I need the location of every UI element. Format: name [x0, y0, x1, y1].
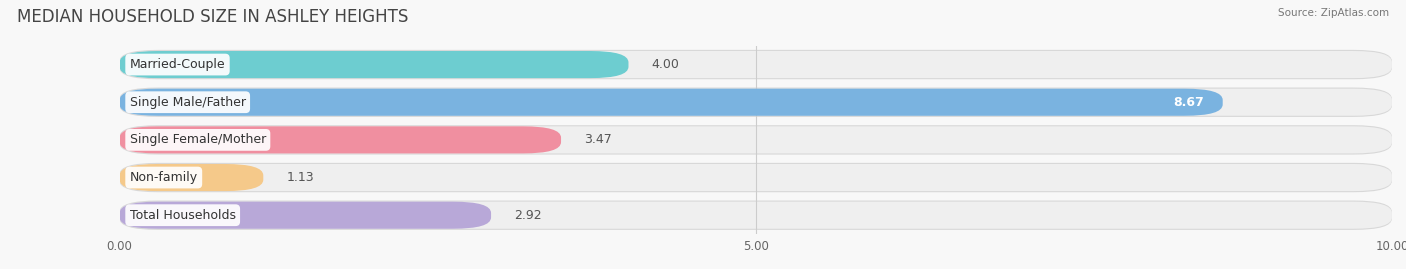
FancyBboxPatch shape	[120, 163, 1392, 192]
FancyBboxPatch shape	[120, 126, 1392, 153]
FancyBboxPatch shape	[120, 164, 263, 191]
Text: 2.92: 2.92	[515, 209, 541, 222]
FancyBboxPatch shape	[120, 51, 1392, 78]
FancyBboxPatch shape	[120, 200, 1392, 230]
FancyBboxPatch shape	[120, 164, 1392, 191]
FancyBboxPatch shape	[120, 50, 1392, 79]
Text: Non-family: Non-family	[129, 171, 198, 184]
FancyBboxPatch shape	[120, 202, 1392, 229]
Text: Total Households: Total Households	[129, 209, 236, 222]
FancyBboxPatch shape	[120, 126, 561, 153]
Text: Married-Couple: Married-Couple	[129, 58, 225, 71]
Text: 1.13: 1.13	[287, 171, 314, 184]
FancyBboxPatch shape	[120, 125, 1392, 155]
Text: 4.00: 4.00	[651, 58, 679, 71]
Text: 3.47: 3.47	[583, 133, 612, 146]
Text: Single Male/Father: Single Male/Father	[129, 96, 246, 109]
FancyBboxPatch shape	[120, 87, 1392, 117]
Text: Source: ZipAtlas.com: Source: ZipAtlas.com	[1278, 8, 1389, 18]
FancyBboxPatch shape	[120, 51, 628, 78]
Text: MEDIAN HOUSEHOLD SIZE IN ASHLEY HEIGHTS: MEDIAN HOUSEHOLD SIZE IN ASHLEY HEIGHTS	[17, 8, 408, 26]
Text: Single Female/Mother: Single Female/Mother	[129, 133, 266, 146]
FancyBboxPatch shape	[120, 89, 1223, 116]
FancyBboxPatch shape	[120, 89, 1392, 116]
Text: 8.67: 8.67	[1173, 96, 1204, 109]
FancyBboxPatch shape	[120, 202, 491, 229]
